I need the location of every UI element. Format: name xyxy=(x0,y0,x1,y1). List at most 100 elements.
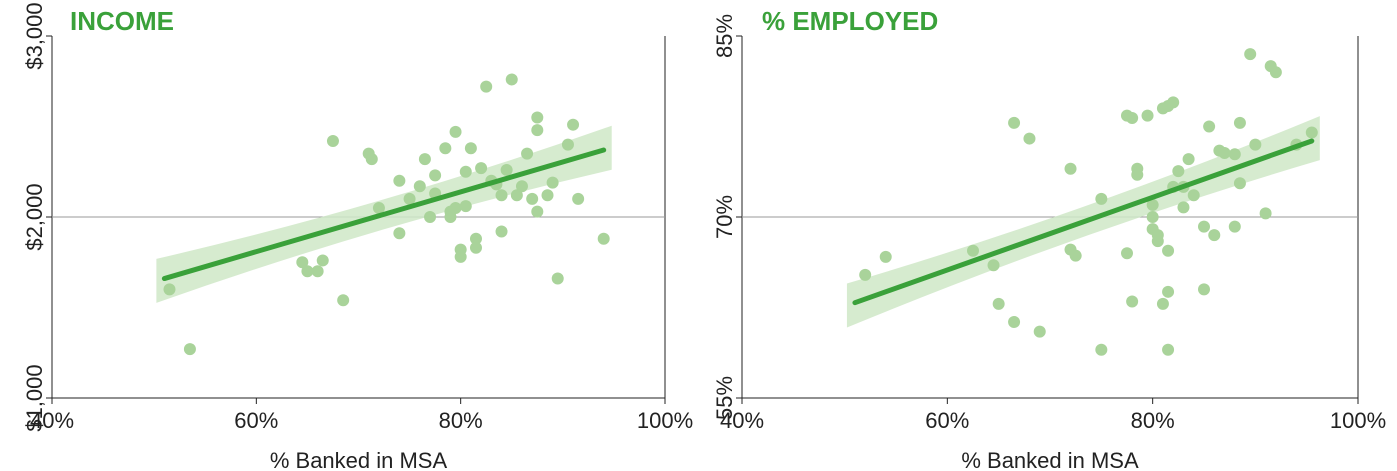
x-tick-label: 40% xyxy=(720,408,764,433)
data-point xyxy=(1187,189,1200,202)
data-point xyxy=(1198,220,1210,233)
data-point xyxy=(1269,66,1282,79)
data-point xyxy=(1141,109,1154,122)
data-point xyxy=(505,73,518,86)
data-point xyxy=(1033,325,1046,338)
data-point xyxy=(1162,244,1175,257)
data-point xyxy=(480,80,493,93)
data-point xyxy=(1008,315,1021,328)
chart-title: % EMPLOYED xyxy=(762,6,938,36)
data-point xyxy=(454,250,467,263)
data-point xyxy=(1218,147,1231,160)
y-tick-label: $1,000 xyxy=(22,364,47,431)
x-tick-label: 60% xyxy=(234,408,278,433)
data-point xyxy=(551,272,564,285)
data-point xyxy=(510,189,523,202)
data-point xyxy=(372,201,385,214)
x-tick-label: 100% xyxy=(1330,408,1386,433)
y-tick-label: 85% xyxy=(712,14,737,58)
data-point xyxy=(1069,249,1082,262)
data-point xyxy=(326,134,339,147)
data-point xyxy=(1249,138,1262,151)
data-point xyxy=(429,169,442,182)
data-point xyxy=(1203,120,1216,133)
data-point xyxy=(1162,343,1175,356)
data-point xyxy=(1177,201,1190,214)
data-point xyxy=(449,201,462,214)
data-point xyxy=(495,189,508,202)
data-point xyxy=(418,153,431,166)
trend-line xyxy=(852,138,1315,306)
data-point xyxy=(1121,247,1133,260)
trend-line xyxy=(161,147,607,282)
data-point xyxy=(1233,116,1246,129)
chart-panel-2: 55% 70% 85% 40% 60% 80% 100% % Banked in MSA % E… xyxy=(712,6,1386,471)
data-point xyxy=(301,265,314,278)
data-point xyxy=(967,244,979,257)
data-point xyxy=(1156,297,1169,310)
y-tick-label: $3,000 xyxy=(22,2,47,69)
data-point xyxy=(1208,229,1221,242)
data-point xyxy=(546,176,559,189)
data-point xyxy=(1008,116,1021,129)
data-point xyxy=(469,232,482,245)
data-point xyxy=(1172,165,1185,178)
data-point xyxy=(567,118,580,131)
data-point xyxy=(572,192,585,205)
data-point xyxy=(1095,192,1108,205)
x-tick-label: 60% xyxy=(925,408,969,433)
data-point xyxy=(1023,132,1036,145)
data-point xyxy=(1182,153,1195,166)
y-tick-label: 55% xyxy=(712,376,737,420)
data-point xyxy=(1244,48,1257,61)
data-point xyxy=(469,241,482,254)
data-point xyxy=(1095,343,1108,356)
data-point xyxy=(531,111,544,124)
data-point xyxy=(1162,285,1175,298)
data-point xyxy=(597,232,610,245)
data-point xyxy=(515,180,528,193)
data-point xyxy=(526,192,539,205)
data-point xyxy=(1259,207,1272,220)
data-point xyxy=(393,174,406,187)
data-point xyxy=(521,147,534,160)
data-point xyxy=(992,297,1005,310)
x-tick-label: 80% xyxy=(1131,408,1175,433)
data-point xyxy=(449,125,462,138)
data-point xyxy=(531,124,544,137)
data-point xyxy=(296,256,309,269)
data-point xyxy=(495,225,508,238)
data-point xyxy=(541,189,554,202)
data-point xyxy=(311,265,324,278)
data-point xyxy=(1064,162,1077,175)
data-point xyxy=(1146,198,1159,211)
data-point xyxy=(316,254,329,267)
data-point xyxy=(337,294,350,307)
chart-title: INCOME xyxy=(70,6,174,36)
data-point xyxy=(561,138,574,151)
data-point xyxy=(1228,220,1241,233)
data-point xyxy=(1167,96,1180,109)
data-point xyxy=(413,180,426,193)
data-point xyxy=(365,153,378,166)
data-point xyxy=(879,250,892,263)
data-point xyxy=(403,192,416,205)
data-point xyxy=(459,200,472,213)
x-tick-label: 40% xyxy=(30,408,74,433)
data-point xyxy=(531,205,544,218)
x-axis-label: % Banked in MSA xyxy=(270,448,448,471)
data-point xyxy=(987,259,1000,272)
data-point xyxy=(439,142,452,155)
data-point xyxy=(1305,126,1318,139)
data-point xyxy=(424,211,437,223)
data-point xyxy=(1198,283,1210,296)
chart-panel-1: $1,000 $2,000 $3,000 40% 60% 80% 100% % Banked … xyxy=(22,2,693,471)
data-point xyxy=(464,142,477,155)
y-tick-label: $2,000 xyxy=(22,183,47,250)
data-point xyxy=(1146,211,1159,223)
data-point xyxy=(459,165,472,178)
data-point xyxy=(393,227,406,240)
data-point xyxy=(1228,148,1241,161)
